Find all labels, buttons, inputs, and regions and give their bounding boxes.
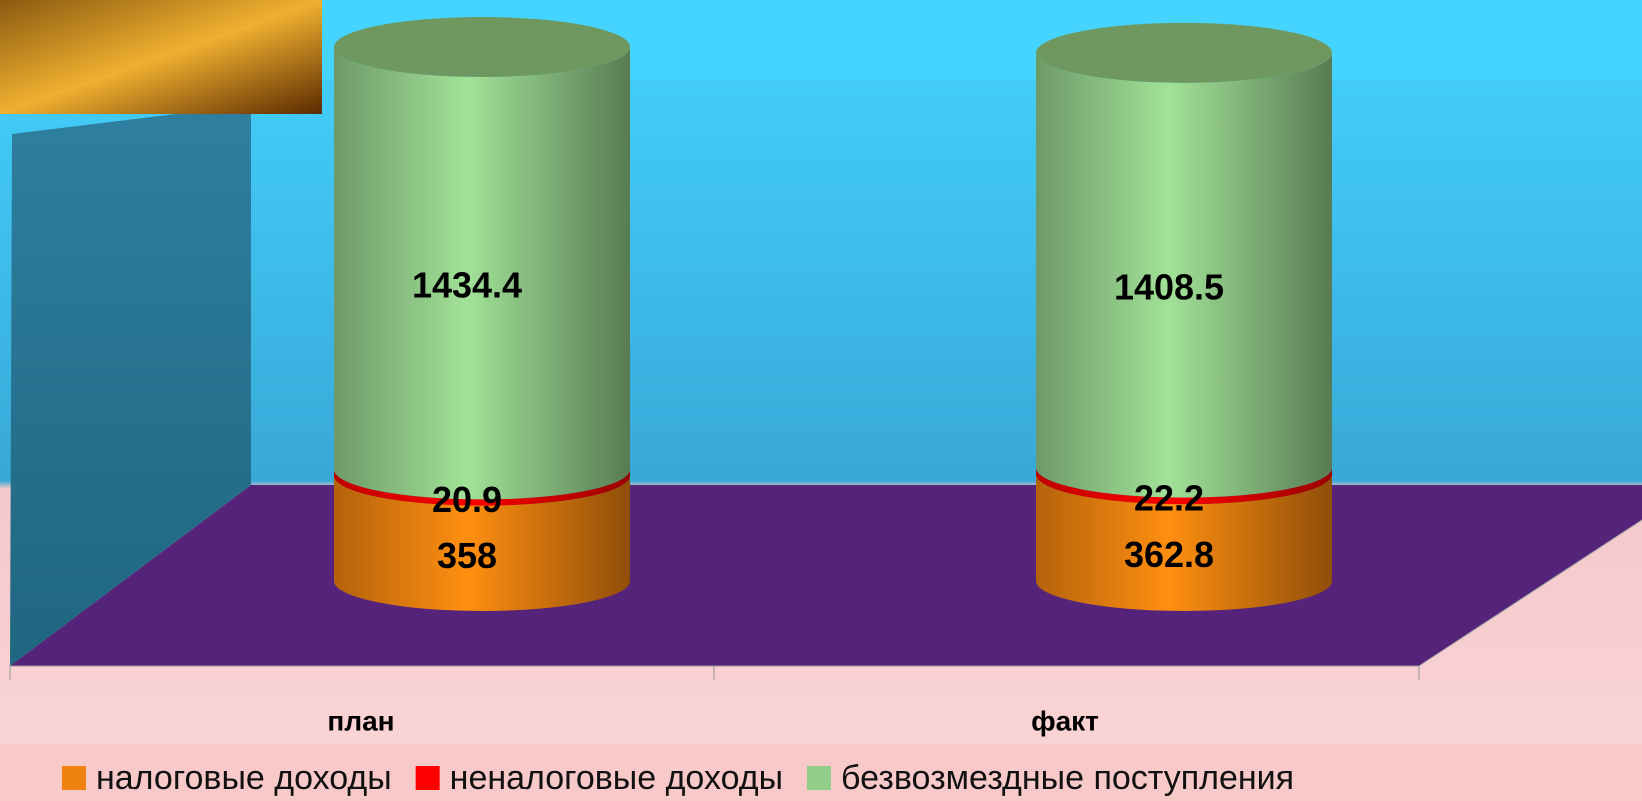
data-label: 362.8: [1124, 534, 1214, 575]
legend-swatch: [416, 766, 440, 790]
legend-swatch: [807, 766, 831, 790]
legend-swatch: [62, 766, 86, 790]
legend-label: неналоговые доходы: [450, 759, 783, 797]
chart: план 358 20.9 1434.4 факт 362.8 22.2 1408.5 нало…: [0, 0, 1642, 801]
data-label: 358: [437, 535, 497, 576]
bar-top: [1036, 23, 1332, 83]
decor-image: [0, 0, 322, 114]
data-label: 1408.5: [1114, 267, 1224, 308]
legend-label: налоговые доходы: [96, 759, 392, 797]
x-tick-label: факт: [1031, 705, 1099, 736]
legend-label: безвозмездные поступления: [841, 759, 1294, 797]
data-label: 20.9: [432, 479, 502, 520]
floor: [10, 485, 1642, 666]
x-tick-label: план: [327, 705, 394, 736]
data-label: 1434.4: [412, 265, 522, 306]
data-label: 22.2: [1134, 477, 1204, 518]
bar-top: [334, 17, 630, 77]
